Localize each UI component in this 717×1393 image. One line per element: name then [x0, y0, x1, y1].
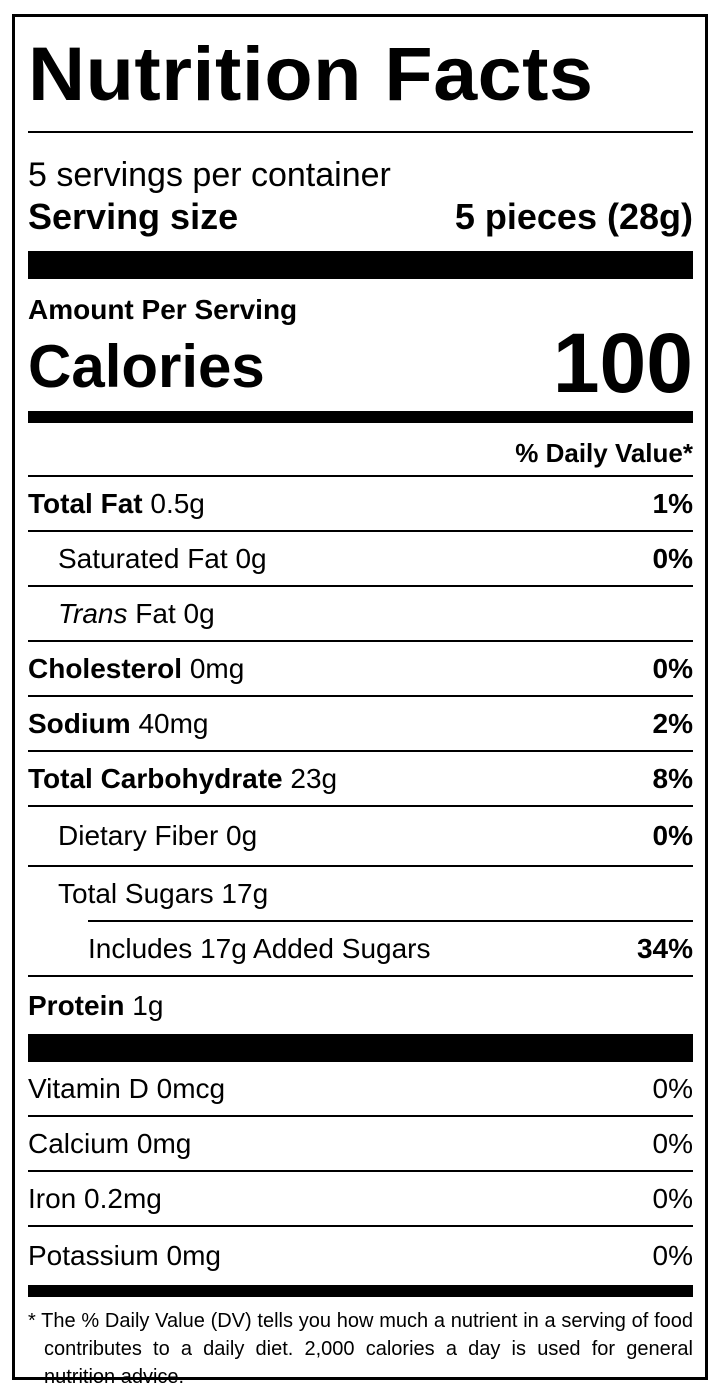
nutrient-name-suffix: Fat	[135, 597, 176, 629]
nutrient-row-cholesterol: Cholesterol 0mg 0%	[28, 642, 693, 697]
calories-value: 100	[552, 316, 693, 410]
nutrient-dv: 0%	[652, 542, 693, 574]
vitamin-label: Calcium 0mg	[28, 1127, 192, 1159]
thick-divider	[28, 251, 693, 279]
nutrient-amount: 0mg	[189, 652, 245, 684]
vitamin-label: Potassium 0mg	[28, 1240, 221, 1271]
nutrient-dv: 0%	[652, 652, 693, 684]
footnote: * The % Daily Value (DV) tells you how m…	[28, 1310, 693, 1388]
vitamin-row-calcium: Calcium 0mg 0%	[28, 1117, 693, 1172]
vitamin-dv: 0%	[652, 1127, 693, 1159]
nutrient-name: Trans	[58, 597, 128, 629]
vitamin-dv: 0%	[652, 1240, 693, 1271]
nutrient-amount: 0g	[226, 820, 258, 851]
nutrient-amount: 1g	[132, 989, 164, 1021]
nutrient-dv: 1%	[652, 487, 693, 519]
nutrient-row-sodium: Sodium 40mg 2%	[28, 697, 693, 752]
vitamin-row-potassium: Potassium 0mg 0%	[28, 1227, 693, 1285]
medium-divider	[28, 1285, 693, 1297]
nutrient-name: Protein	[28, 989, 125, 1021]
nutrient-row-trans-fat: Trans Fat 0g	[28, 587, 693, 642]
medium-divider	[28, 411, 693, 423]
vitamin-row-iron: Iron 0.2mg 0%	[28, 1172, 693, 1227]
divider	[88, 920, 693, 922]
nutrient-amount: 23g	[290, 762, 338, 794]
servings-per-container: 5 servings per container	[28, 156, 391, 194]
thick-divider	[28, 1034, 693, 1062]
nutrition-facts-label: Nutrition Facts 5 servings per container…	[12, 14, 708, 1388]
nutrient-name: Saturated Fat	[58, 542, 228, 574]
daily-value-header: % Daily Value*	[28, 423, 693, 477]
nutrient-row-saturated-fat: Saturated Fat 0g 0%	[28, 532, 693, 587]
nutrient-amount: 17g	[221, 877, 269, 909]
vitamin-row-vitamin-d: Vitamin D 0mcg 0%	[28, 1062, 693, 1117]
vitamin-dv: 0%	[652, 1072, 693, 1104]
nutrient-row-total-fat: Total Fat 0.5g 1%	[28, 477, 693, 532]
nutrient-name: Total Sugars	[58, 877, 214, 909]
nutrient-row-dietary-fiber: Dietary Fiber 0g 0%	[28, 807, 693, 867]
label-title: Nutrition Facts	[28, 32, 594, 117]
nutrient-row-protein: Protein 1g	[28, 977, 693, 1034]
nutrient-dv: 2%	[652, 707, 693, 739]
nutrient-row-total-carbohydrate: Total Carbohydrate 23g 8%	[28, 752, 693, 807]
nutrient-name: Sodium	[28, 707, 131, 739]
divider	[28, 131, 693, 133]
nutrient-dv: 8%	[652, 762, 693, 794]
calories-label: Calories	[28, 333, 265, 400]
serving-size-row: Serving size 5 pieces (28g)	[28, 195, 693, 239]
nutrient-amount: 0.5g	[150, 487, 205, 519]
nutrient-dv: 34%	[636, 932, 693, 964]
serving-size-value: 5 pieces (28g)	[454, 196, 693, 237]
nutrient-name: Total Carbohydrate	[28, 762, 283, 794]
nutrient-amount: 0g	[235, 542, 267, 574]
nutrient-dv: 0%	[652, 820, 693, 851]
nutrient-name: Total Fat	[28, 487, 143, 519]
nutrient-amount: 0g	[183, 597, 215, 629]
vitamin-label: Vitamin D 0mcg	[28, 1072, 226, 1104]
nutrient-name: Includes 17g Added Sugars	[88, 932, 431, 964]
nutrient-row-total-sugars: Total Sugars 17g	[28, 867, 693, 920]
vitamin-label: Iron 0.2mg	[28, 1182, 162, 1214]
calories-row: Calories 100	[28, 321, 693, 411]
nutrient-row-added-sugars: Includes 17g Added Sugars 34%	[28, 922, 693, 977]
serving-size-label: Serving size	[28, 196, 239, 237]
amount-per-serving: Amount Per Serving	[28, 294, 298, 325]
nutrient-name: Cholesterol	[28, 652, 183, 684]
nutrient-amount: 40mg	[138, 707, 209, 739]
nutrient-name: Dietary Fiber	[58, 820, 219, 851]
vitamin-dv: 0%	[652, 1182, 693, 1214]
